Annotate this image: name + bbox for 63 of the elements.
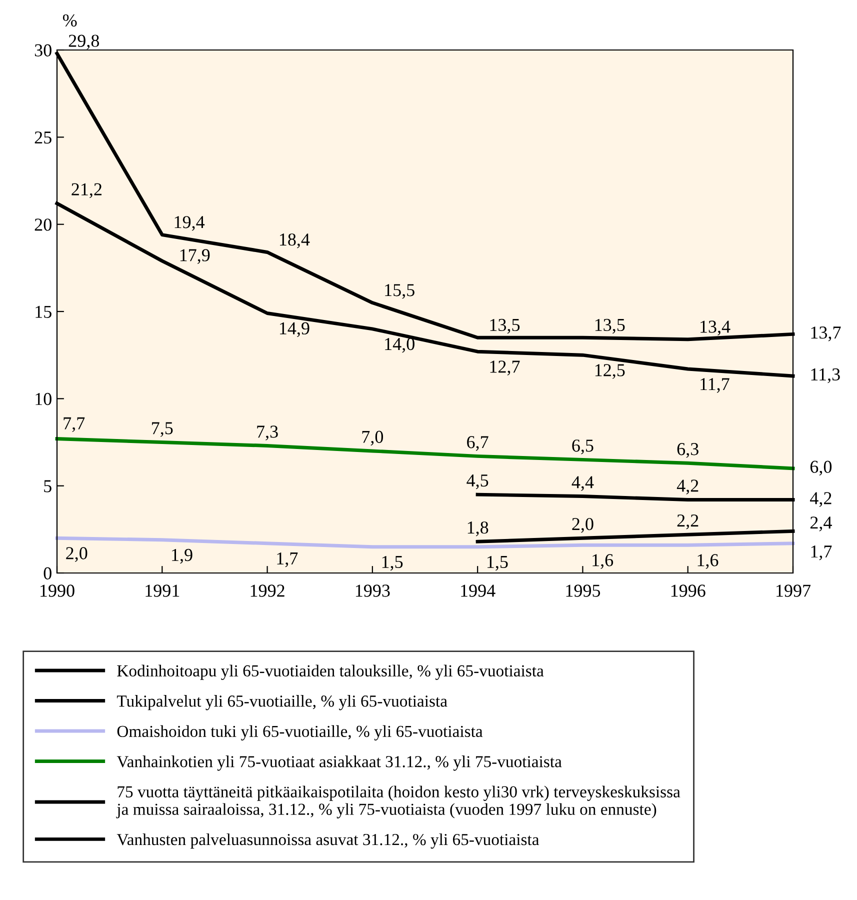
y-tick-label: 5 xyxy=(44,480,52,492)
data-label: 7,3 xyxy=(257,426,278,440)
legend-label: Vanhusten palveluasunnoissa asuvat 31.12., % yli 65-vuotiaista xyxy=(116,833,540,849)
data-label: 15,5 xyxy=(385,284,414,299)
x-tick-label: 1994 xyxy=(461,584,496,597)
line-series xyxy=(55,536,795,549)
legend-label: 75 vuotta täyttäneitä pitkäaikaispotilaita (hoidon kesto yli30 vrk) terveyskeskuksissa ja muissa sairaaloissa, 31.12., % yli 75-vuotiaista (vuoden 1997 luku on ennuste) xyxy=(116,786,680,818)
data-label: 2,2 xyxy=(677,514,698,530)
data-label: 13,5 xyxy=(595,318,625,334)
data-label: 13,4 xyxy=(700,320,730,336)
data-label: 4,2 xyxy=(676,480,698,494)
data-label: 2,0 xyxy=(66,547,88,562)
y-tick-label: 0 xyxy=(44,567,52,580)
data-label: 14,0 xyxy=(385,338,414,353)
data-label: 18,4 xyxy=(280,233,310,248)
data-label: 7,0 xyxy=(362,430,384,446)
x-tick-label: 1992 xyxy=(250,584,284,597)
data-label: 21,2 xyxy=(72,183,102,198)
data-label: 13,7 xyxy=(811,326,841,342)
data-label: 11,3 xyxy=(811,368,840,384)
x-tick-label: 1995 xyxy=(566,584,600,597)
data-label: 2,0 xyxy=(572,518,594,533)
x-tick-label: 1996 xyxy=(671,584,706,597)
data-label: 2,4 xyxy=(810,516,832,532)
data-label: 4,2 xyxy=(810,492,832,507)
data-label: 19,4 xyxy=(174,216,205,231)
data-label: 1,8 xyxy=(468,521,488,536)
data-label: 4,5 xyxy=(466,474,488,490)
y-tick-label: 15 xyxy=(36,306,52,318)
x-tick-label: 1990 xyxy=(40,584,74,597)
data-label: 12,5 xyxy=(595,364,625,379)
data-label: 6,0 xyxy=(810,460,832,476)
data-label: 1,5 xyxy=(382,556,403,571)
legend-label: Vanhainkotien yli 75-vuotiaat asiakkaat 31.12., % yli 75-vuotiaista xyxy=(116,756,562,771)
y-tick-label: 30 xyxy=(34,44,52,56)
y-axis-title: % xyxy=(62,14,77,27)
data-label: 1,9 xyxy=(172,548,192,564)
legend-label: Tukipalvelut yli 65-vuotiaille, % yli 65-vuotiaista xyxy=(116,695,448,710)
x-tick-label: 1991 xyxy=(146,584,180,597)
data-label: 6,7 xyxy=(467,436,488,451)
data-label: 11,7 xyxy=(700,378,730,393)
data-label: 14,9 xyxy=(280,322,310,338)
data-label: 1,6 xyxy=(698,554,718,569)
data-label: 1,6 xyxy=(592,554,614,569)
y-tick-label: 25 xyxy=(34,131,52,144)
data-label: 17,9 xyxy=(180,249,210,264)
data-label: 7,7 xyxy=(64,417,85,432)
data-label: 1,7 xyxy=(277,552,298,568)
legend-label: Omaishoidon tuki yli 65-vuotiaille, % yli 65-vuotiaista xyxy=(117,725,483,740)
data-label: 4,4 xyxy=(572,476,594,491)
data-label: 13,5 xyxy=(490,318,520,334)
y-tick-label: 20 xyxy=(34,218,52,231)
data-label: 1,5 xyxy=(487,556,508,571)
x-tick-label: 1993 xyxy=(356,584,390,597)
data-label: 7,5 xyxy=(152,422,173,437)
x-tick-label: 1997 xyxy=(776,584,811,597)
data-label: 6,5 xyxy=(572,440,594,454)
data-label: 29,8 xyxy=(68,34,100,50)
data-label: 6,3 xyxy=(677,443,698,458)
y-tick-label: 10 xyxy=(36,392,52,406)
data-label: 12,7 xyxy=(490,360,520,376)
legend-label: Kodinhoitoapu yli 65-vuotiaiden talouksille, % yli 65-vuotiaista xyxy=(117,664,544,680)
data-label: 1,7 xyxy=(811,546,832,560)
